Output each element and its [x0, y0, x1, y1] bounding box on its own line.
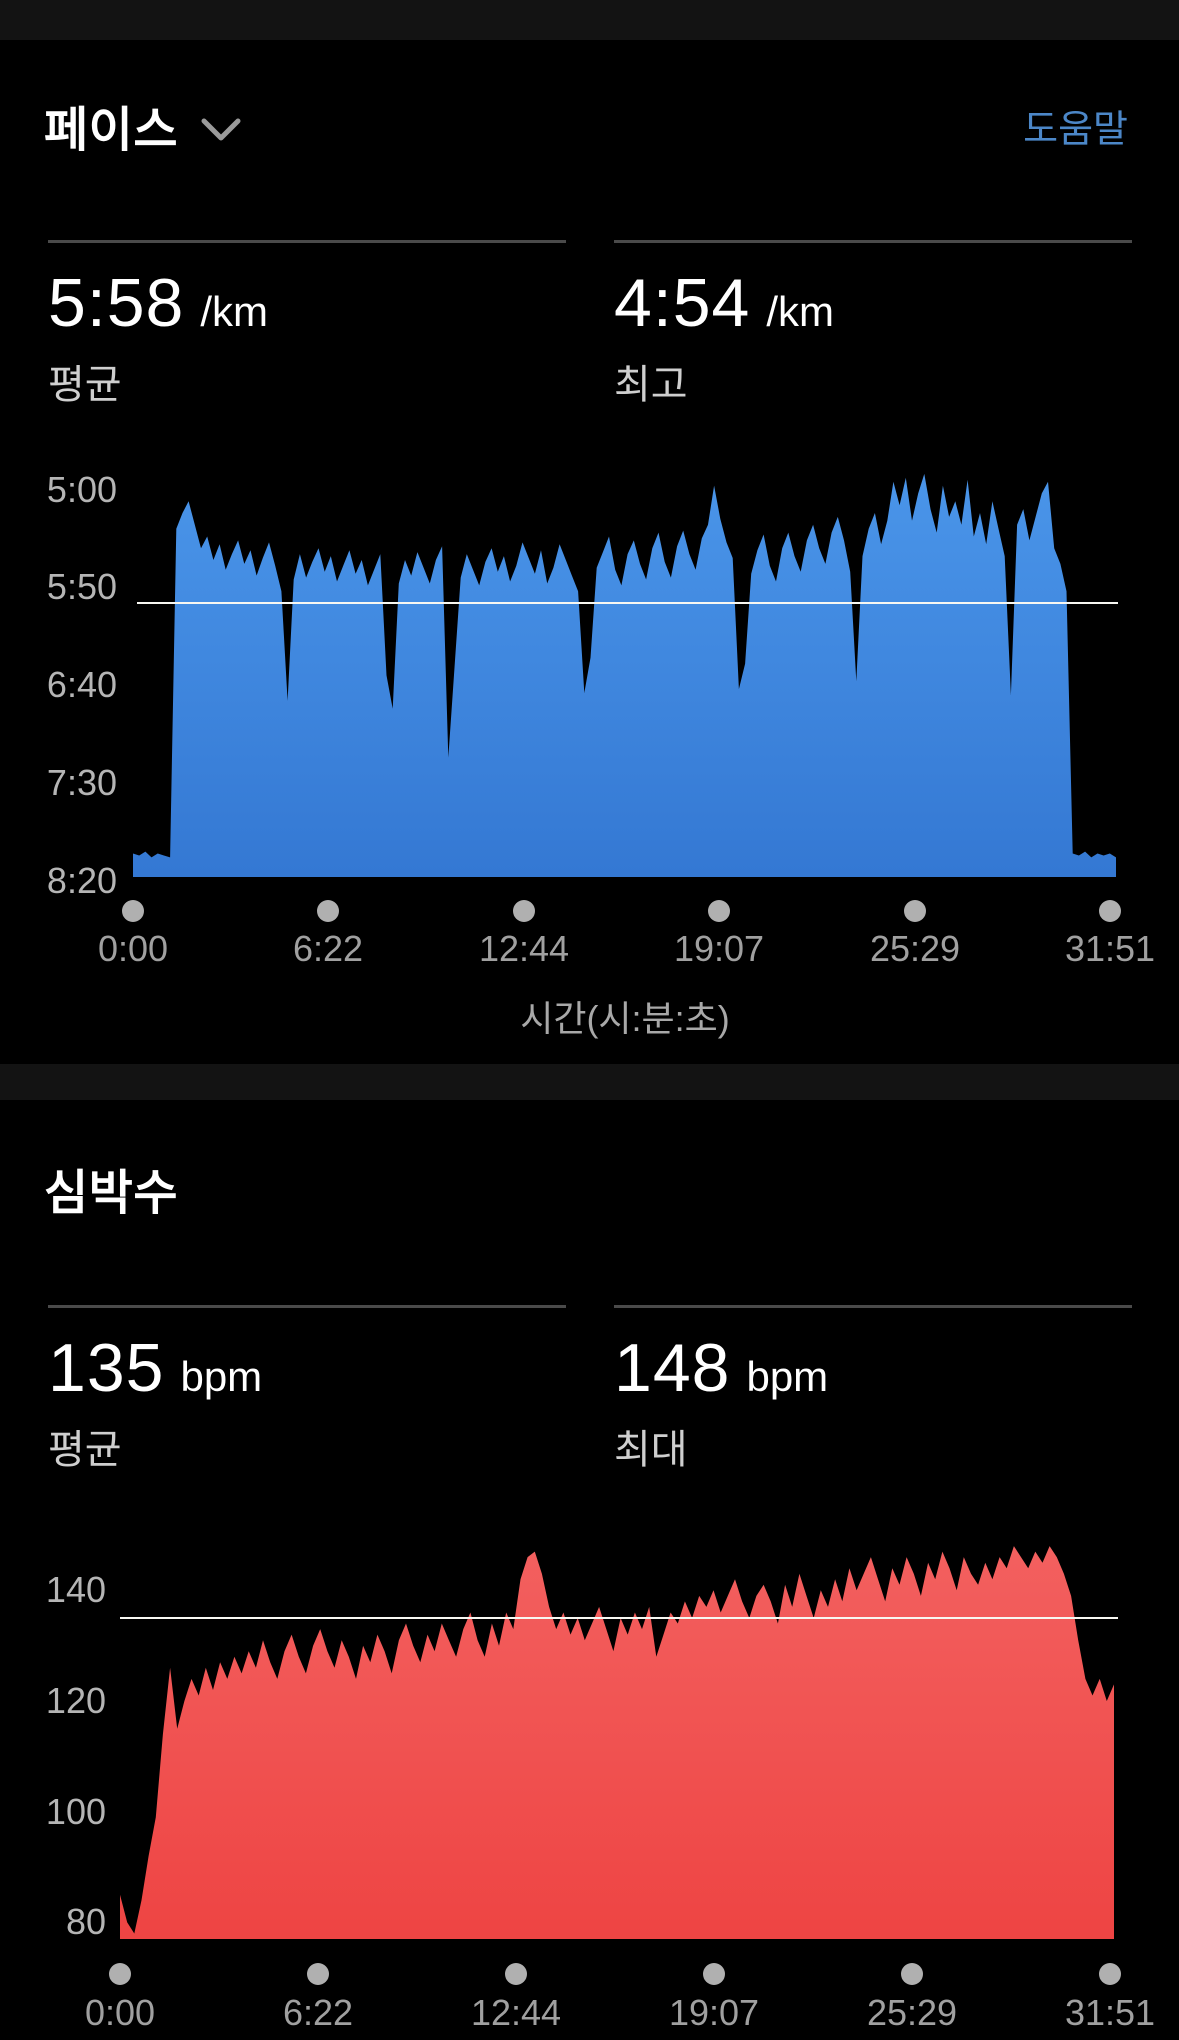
y-axis-tick-label: 120 [45, 1680, 106, 1721]
y-axis-tick-label: 100 [45, 1791, 106, 1832]
hr-max-value: 148 [614, 1330, 731, 1406]
chevron-down-icon [201, 118, 241, 141]
x-axis-tick-label: 12:44 [478, 928, 570, 969]
pace-card-title: 페이스 [44, 104, 178, 157]
x-axis-dot [1099, 900, 1121, 922]
x-axis-tick-label: 31:51 [1064, 1992, 1156, 2033]
y-axis-tick-label: 6:40 [46, 664, 117, 705]
x-axis-dot [1099, 1963, 1121, 1985]
heart-rate-card-title: 심박수 [44, 1167, 178, 1220]
pace-best-unit: /km [766, 288, 835, 335]
heart-rate-card-header: 심박수 [44, 1153, 178, 1223]
pace-chart-area[interactable] [133, 468, 1116, 877]
hr-max-label: 최대 [614, 1428, 688, 1472]
pace-best-stat: 4:54 /km [614, 264, 834, 342]
y-axis-tick-label: 5:50 [46, 566, 117, 607]
pace-avg-unit: /km [200, 288, 269, 335]
stat-divider [614, 1305, 1132, 1308]
stat-divider [48, 1305, 566, 1308]
pace-avg-stat: 5:58 /km [48, 264, 268, 342]
x-axis-dot [109, 1963, 131, 1985]
y-axis-tick-label: 7:30 [46, 762, 117, 803]
x-axis-dot [317, 900, 339, 922]
y-axis-tick-label: 140 [45, 1569, 106, 1610]
x-axis-tick-label: 25:29 [869, 928, 961, 969]
hr-avg-stat: 135 bpm [48, 1329, 262, 1407]
x-axis-dot [122, 900, 144, 922]
pace-average-line [137, 602, 1118, 604]
x-axis-tick-label: 0:00 [84, 1992, 156, 2033]
top-section-strip [0, 0, 1179, 40]
hr-max-unit: bpm [746, 1353, 829, 1400]
x-axis-dot [505, 1963, 527, 1985]
heart-rate-average-line [120, 1617, 1118, 1619]
pace-best-value: 4:54 [614, 265, 751, 341]
x-axis-dot [708, 900, 730, 922]
hr-avg-label: 평균 [48, 1428, 122, 1472]
x-axis-dot [513, 900, 535, 922]
x-axis-tick-label: 0:00 [97, 928, 169, 969]
y-axis-tick-label: 8:20 [46, 860, 117, 901]
x-axis-tick-label: 25:29 [866, 1992, 958, 2033]
x-axis-title: 시간(시:분:초) [520, 998, 730, 1039]
x-axis-tick-label: 19:07 [673, 928, 765, 969]
x-axis-tick-label: 6:22 [292, 928, 364, 969]
x-axis-dot [904, 900, 926, 922]
x-axis-dot [703, 1963, 725, 1985]
hr-avg-unit: bpm [180, 1353, 263, 1400]
x-axis-tick-label: 31:51 [1064, 928, 1156, 969]
stat-divider [48, 240, 566, 243]
x-axis-dot [901, 1963, 923, 1985]
stat-divider [614, 240, 1132, 243]
help-link[interactable]: 도움말 [1023, 109, 1128, 151]
x-axis-tick-label: 19:07 [668, 1992, 760, 2033]
hr-avg-value: 135 [48, 1330, 165, 1406]
pace-avg-label: 평균 [48, 363, 122, 407]
hr-max-stat: 148 bpm [614, 1329, 828, 1407]
section-separator-strip [0, 1064, 1179, 1100]
x-axis-dot [307, 1963, 329, 1985]
pace-best-label: 최고 [614, 363, 688, 407]
heart-rate-chart-area[interactable] [120, 1535, 1114, 1939]
y-axis-tick-label: 80 [65, 1901, 106, 1942]
x-axis-tick-label: 12:44 [470, 1992, 562, 2033]
x-axis-tick-label: 6:22 [282, 1992, 354, 2033]
pace-metric-dropdown[interactable]: 페이스 [44, 90, 242, 160]
pace-avg-value: 5:58 [48, 265, 185, 341]
y-axis-tick-label: 5:00 [46, 469, 117, 510]
